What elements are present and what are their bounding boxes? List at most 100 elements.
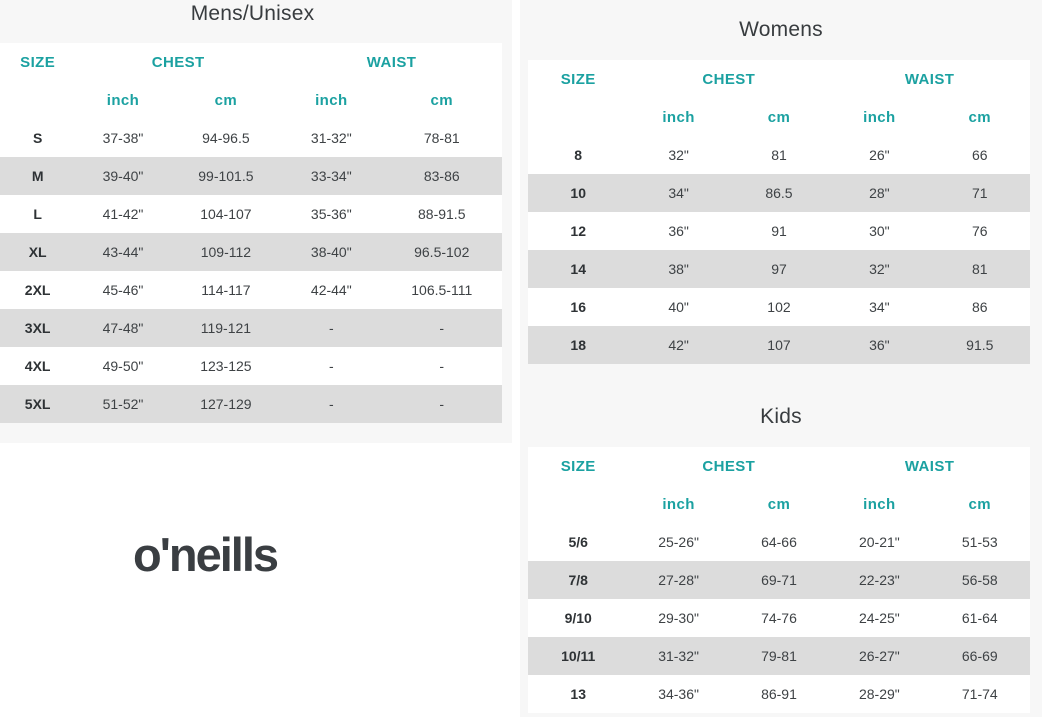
chest-column-header: CHEST [702,457,756,475]
waist-column-header: WAIST [366,53,417,71]
value-cell: 88-91.5 [418,206,466,222]
value-cell: 43-44" [75,233,171,271]
chest-inch-header: inch [662,108,695,126]
value-cell: 86.5 [728,174,830,212]
size-column-header: SIZE [560,457,596,475]
value-cell: 31-32" [628,637,729,675]
table-row: 10 34" 86.5 28" 71 [528,174,1030,212]
table-row: 8 32" 81 26" 66 [528,136,1030,174]
value-cell: 26" [869,147,890,163]
table-row: 5/6 25-26" 64-66 20-21" 51-53 [528,523,1030,561]
table-row: 4XL 49-50" 123-125 - - [0,347,502,385]
size-cell: 9/10 [564,610,592,626]
waist-inch-header: inch [863,108,896,126]
empty-header-cell [0,81,75,119]
value-cell: 99-101.5 [170,157,282,195]
value-cell: 66 [971,147,988,163]
value-cell: 97 [728,250,830,288]
mens-section-title: Mens/Unisex [190,2,315,25]
size-cell: 18 [528,326,629,364]
chest-cm-header: cm [214,91,238,109]
value-cell: 56-58 [929,561,1030,599]
value-cell: 22-23" [829,561,930,599]
value-cell: 71 [929,174,1030,212]
size-cell: 3XL [0,309,76,347]
value-cell: 42-44" [310,282,352,298]
value-cell: 71-74 [961,686,998,702]
size-cell: 14 [528,250,629,288]
value-cell: 91.5 [929,326,1030,364]
size-cell: 12 [570,223,586,239]
size-cell: M [0,157,76,195]
table-subheader-row: inch cm inch cm [0,81,502,119]
size-cell: 8 [574,147,583,163]
size-cell: 16 [570,299,586,315]
value-cell: 38-40" [281,233,382,271]
table-row: XL 43-44" 109-112 38-40" 96.5-102 [0,233,502,271]
kids-section-title: Kids [760,405,802,428]
chest-inch-header: inch [106,91,140,109]
value-cell: 25-26" [658,534,699,550]
value-cell: 74-76 [761,610,797,626]
table-header-row: SIZE CHEST WAIST [528,60,1030,98]
size-cell: L [33,206,42,222]
value-cell: 24-25" [858,610,900,626]
size-cell: 10/11 [528,637,629,675]
table-subheader-row: inch cm inch cm [528,98,1030,136]
value-cell: 61-64 [961,610,998,626]
value-cell: 36" [668,223,689,239]
value-cell: 86-91 [761,686,797,702]
value-cell: 81 [771,147,787,163]
table-row: 3XL 47-48" 119-121- - [0,309,502,347]
size-cell: 5/6 [568,534,588,550]
value-cell: 91 [771,223,787,239]
value-cell: 102 [767,299,791,315]
waist-cm-header: cm [968,108,992,126]
size-cell: S [32,130,43,146]
value-cell: - [328,358,334,374]
size-cell: 4XL [24,358,51,374]
value-cell: 32" [829,250,930,288]
value-cell: 49-50" [102,358,144,374]
table-row: 10/11 31-32" 79-81 26-27" 66-69 [528,637,1030,675]
value-cell: 47-48" [75,309,171,347]
value-cell: 33-34" [281,157,382,195]
size-cell: 10 [528,174,629,212]
waist-cm-header: cm [430,91,453,109]
value-cell: 45-46" [102,282,144,298]
left-panel-lower-section [0,443,512,717]
value-cell: 34-36" [658,686,699,702]
value-cell: 69-71 [728,561,830,599]
value-cell: 106.5-111 [411,282,473,298]
value-cell: 107 [728,326,830,364]
value-cell: 81 [929,250,1030,288]
value-cell: 27-28" [628,561,729,599]
value-cell: 78-81 [423,130,460,146]
value-cell: 83-86 [381,157,502,195]
value-cell: - [281,309,382,347]
table-row: 5XL 51-52" 127-129- - [0,385,502,423]
value-cell: 34" [869,299,890,315]
table-row: L 41-42" 104-107 35-36" 88-91.5 [0,195,502,233]
table-row: 9/10 29-30" 74-76 24-25" 61-64 [528,599,1030,637]
value-cell: - [281,385,382,423]
value-cell: 104-107 [200,206,252,222]
table-row: 2XL 45-46" 114-117 42-44" 106.5-111 [0,271,502,309]
table-row: S 37-38" 94-96.5 31-32" 78-81 [0,119,502,157]
table-header-row: SIZE CHEST WAIST [0,43,502,81]
size-cell: 7/8 [528,561,629,599]
value-cell: 29-30" [658,610,699,626]
waist-column-header: WAIST [904,457,955,475]
value-cell: 41-42" [102,206,144,222]
size-cell: 2XL [24,282,51,298]
table-row: M 39-40" 99-101.5 33-34" 83-86 [0,157,502,195]
mens-size-table: SIZE CHEST WAIST inch cm inch cm S 37-38"… [0,43,502,423]
table-header-row: SIZE CHEST WAIST [528,447,1030,485]
value-cell: 127-129 [170,385,282,423]
value-cell: 39-40" [75,157,171,195]
value-cell: 20-21" [858,534,900,550]
empty-header-cell [528,485,628,523]
value-cell: 26-27" [829,637,930,675]
table-row: 12 36" 91 30" 76 [528,212,1030,250]
empty-header-cell [528,98,628,136]
